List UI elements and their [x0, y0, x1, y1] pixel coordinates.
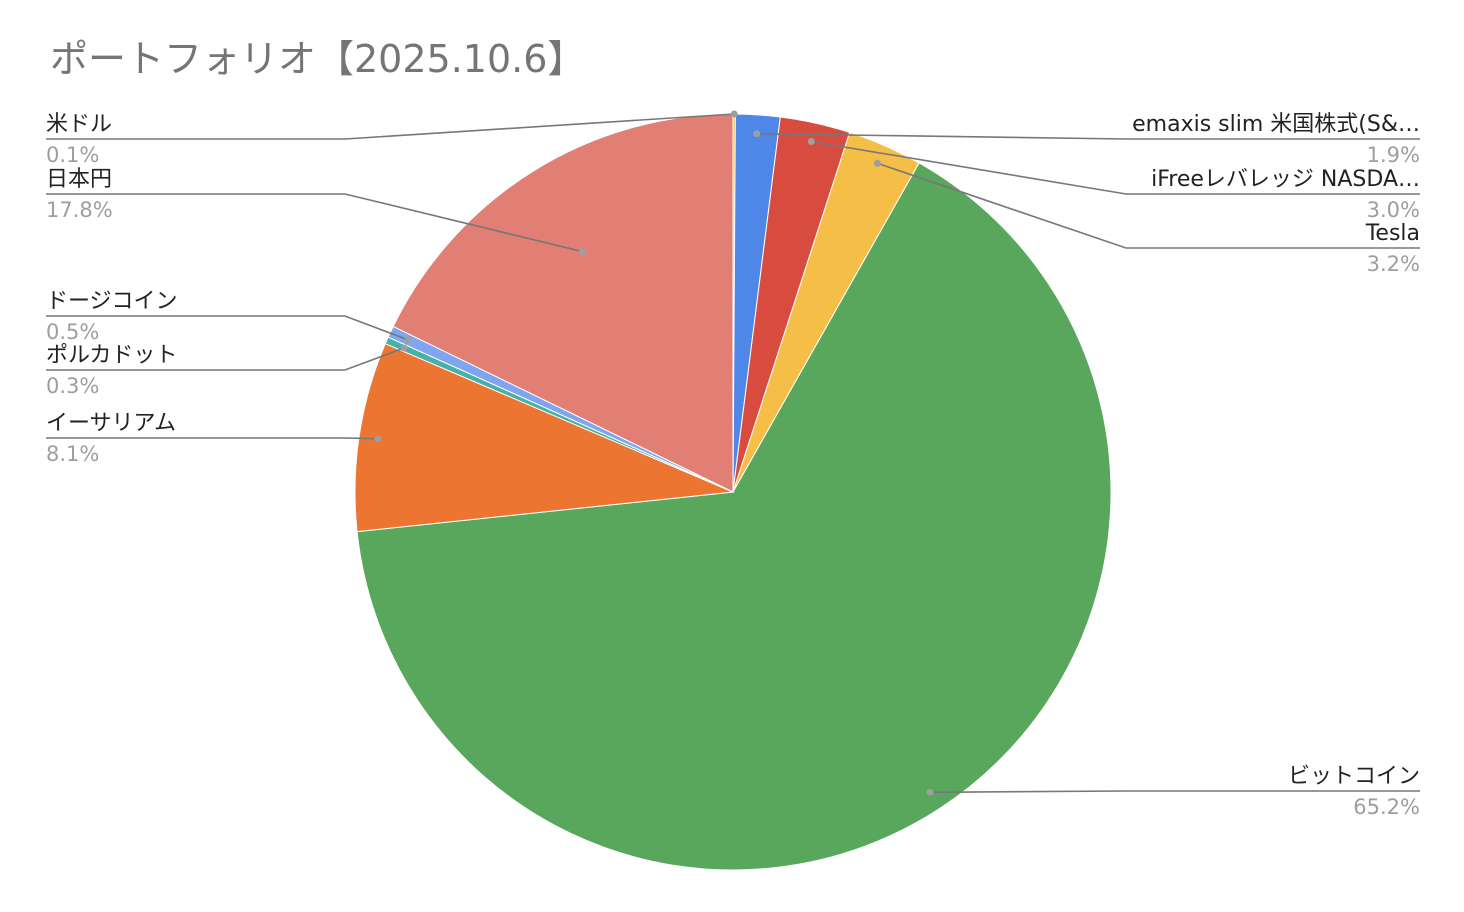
slice-3-percent-label: 3.0%: [1367, 198, 1420, 222]
chart-title: ポートフォリオ【2025.10.6】: [50, 37, 585, 81]
slice-9-leader-line: [46, 193, 583, 253]
slice-9-label: 日本円: [46, 167, 112, 192]
pie-slices: [354, 113, 1112, 871]
slice-6-leader-line: [46, 437, 378, 440]
slice-8-label: ドージコイン: [46, 289, 178, 314]
slice-7-leader-line: [46, 347, 405, 371]
slice-6-label: イーサリアム: [46, 411, 176, 436]
slice-2-label: emaxis slim 米国株式(S&…: [1132, 112, 1420, 137]
slice-8-anchor-dot: [404, 336, 412, 344]
slice-5-label: ビットコイン: [1288, 764, 1420, 789]
slice-1-anchor-dot: [730, 110, 738, 118]
slice-6-wedge[interactable]: [354, 342, 735, 533]
slice-2-anchor-dot: [753, 130, 761, 138]
slice-4-percent-label: 3.2%: [1367, 252, 1420, 276]
slice-5-wedge[interactable]: [356, 162, 1112, 871]
slice-5-percent-label: 65.2%: [1353, 795, 1420, 819]
slice-4-label: Tesla: [1365, 221, 1420, 246]
slice-1-label: 米ドル: [46, 112, 112, 137]
slice-7-anchor-dot: [400, 344, 408, 352]
slice-1-leader-line: [46, 113, 735, 140]
slice-3-leader-line: [811, 140, 1420, 195]
slice-3-label: iFreeレバレッジ NASDA…: [1151, 167, 1420, 192]
slice-2-percent-label: 1.9%: [1367, 143, 1420, 167]
slice-6-anchor-dot: [374, 435, 382, 443]
slice-5-anchor-dot: [926, 788, 934, 796]
slice-8-leader-line: [46, 315, 409, 341]
slice-4-anchor-dot: [874, 159, 881, 167]
slice-9-percent-label: 17.8%: [46, 198, 113, 222]
slice-4-leader-line: [877, 162, 1420, 249]
slice-1-percent-label: 0.1%: [46, 143, 99, 167]
slice-5-leader-line: [929, 790, 1420, 794]
slice-7-label: ポルカドット: [46, 343, 177, 368]
slice-6-percent-label: 8.1%: [46, 442, 99, 466]
slice-9-anchor-dot: [579, 248, 587, 256]
slice-3-anchor-dot: [807, 138, 815, 145]
slice-2-leader-line: [756, 132, 1420, 140]
slice-7-percent-label: 0.3%: [46, 374, 99, 398]
slice-8-percent-label: 0.5%: [46, 320, 99, 344]
pie-callouts: 米ドル 0.1% emaxis slim 米国株式(S&… 1.9%iFreeレバレッ…: [46, 110, 1420, 819]
